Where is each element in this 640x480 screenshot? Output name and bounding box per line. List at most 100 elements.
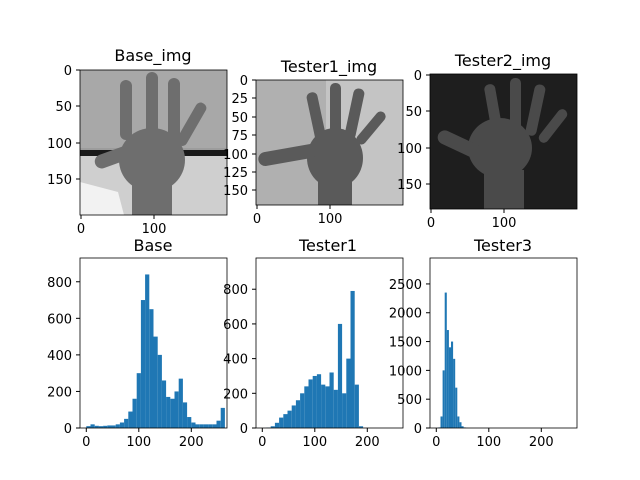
tester3-histogram-bar [459, 422, 462, 428]
base-histogram-bar [220, 407, 225, 428]
base-histogram-xtick-label: 100 [126, 435, 151, 450]
tester3-histogram-ytick-label: 2500 [389, 278, 422, 293]
base-histogram-xtick-label: 0 [82, 435, 90, 450]
tester1-histogram-frame [255, 257, 404, 429]
base-histogram-bar [145, 274, 150, 428]
base-img-title: Base_img [114, 46, 191, 66]
tester3-histogram-ytick-label: 0 [414, 422, 422, 437]
base-histogram-bar [124, 418, 129, 428]
tester1-histogram-bar [312, 375, 317, 428]
tester3-histogram-bar [461, 426, 464, 428]
base-histogram-ytick-label: 600 [47, 312, 72, 327]
tester2-img-ytick: 100 [397, 142, 422, 157]
tester1-histogram-ytick-label: 0 [240, 422, 248, 437]
base-img-ytick: 150 [47, 173, 72, 188]
tester1-histogram-xtick-label: 100 [302, 435, 327, 450]
tester2-img-panel: Tester2_img 0 50 100 150 0 100 [397, 51, 578, 231]
tester1-img-ytick: 50 [231, 111, 248, 126]
tester1-histogram-title: Tester1 [298, 236, 357, 255]
base-histogram-bar [203, 424, 209, 428]
base-histogram-bar [94, 425, 99, 428]
base-img-xtick: 100 [142, 222, 167, 237]
base-histogram-bar [119, 422, 125, 428]
tester1-img-ytick: 0 [240, 74, 248, 89]
tester1-histogram-bar [316, 374, 322, 428]
base-histogram-bar [199, 424, 204, 428]
tester1-histogram-bar [358, 426, 364, 428]
base-img-y-axis: 0 50 100 150 [47, 64, 80, 188]
tester2-img-ytick: 150 [397, 178, 422, 193]
base-histogram-title: Base [134, 236, 173, 255]
tester1-histogram-ytick-label: 200 [223, 387, 248, 402]
tester1-img-xtick: 0 [253, 212, 261, 227]
tester1-histogram-bar [346, 358, 351, 428]
tester1-img-ytick: 75 [231, 129, 248, 144]
base-histogram-bar [103, 425, 108, 428]
base-histogram-bar [174, 391, 179, 428]
base-histogram-bar [128, 411, 133, 428]
tester1-histogram-bar [283, 414, 288, 428]
base-img-paper [80, 182, 124, 215]
base-histogram-bar [208, 424, 213, 428]
base-histogram-ytick-label: 200 [47, 385, 72, 400]
base-histogram-ytick-label: 0 [64, 422, 72, 437]
tester1-img-hand [258, 83, 386, 205]
tester2-img-x-axis: 0 100 [427, 209, 516, 231]
tester3-histogram-frame [429, 257, 578, 429]
tester1-histogram-xtick-label: 0 [258, 435, 266, 450]
tester3-histogram-bar [444, 292, 447, 428]
tester1-histogram-ytick-label: 800 [223, 283, 248, 298]
base-img-xtick: 0 [77, 222, 85, 237]
tester1-img-y-axis: 0 25 50 75 100 125 150 [223, 74, 256, 199]
tester3-histogram-xtick-label: 0 [432, 435, 440, 450]
base-histogram-bar [86, 426, 91, 428]
tester1-img-ytick: 100 [223, 148, 248, 163]
tester1-histogram-bar [295, 400, 301, 428]
base-histogram-bar [153, 336, 158, 428]
tester3-histogram-bar [455, 387, 458, 428]
base-img-ytick: 100 [47, 137, 72, 152]
base-histogram-bar [98, 426, 104, 428]
tester2-img-ytick: 0 [414, 69, 422, 84]
tester3-histogram-bar [451, 341, 454, 428]
base-histogram-bar [107, 425, 112, 428]
tester1-img-ytick: 25 [231, 92, 248, 107]
base-histogram-bar [212, 424, 217, 428]
tester1-histogram-bar [321, 384, 326, 428]
base-histogram-bar [182, 402, 188, 428]
tester1-img-title: Tester1_img [280, 57, 377, 77]
tester1-histogram-bar [350, 290, 355, 428]
base-img-x-axis: 0 100 [77, 215, 167, 237]
base-histogram-bar [178, 378, 183, 428]
tester2-img-xtick: 0 [427, 216, 435, 231]
tester1-histogram-bar [300, 393, 305, 428]
tester2-img-ytick: 50 [405, 105, 422, 120]
tester1-img-xtick: 100 [318, 212, 343, 227]
base-histogram-xtick-label: 200 [179, 435, 204, 450]
tester1-histogram-bar [270, 426, 275, 428]
base-img-ytick: 0 [64, 64, 72, 79]
base-histogram-bar [187, 417, 192, 428]
tester1-histogram-bar [354, 384, 359, 428]
tester1-img-panel: Tester1_img 0 25 50 75 100 125 150 [223, 57, 404, 227]
tester3-histogram-ytick-label: 1500 [389, 336, 422, 351]
base-img-panel: Base_img 0 50 100 150 0 100 [47, 46, 228, 237]
base-histogram-bar [191, 422, 196, 428]
base-histogram-bar [170, 398, 175, 428]
base-histogram-ytick-label: 400 [47, 349, 72, 364]
tester1-histogram-bar [333, 389, 338, 428]
tester1-histogram-bar [291, 405, 296, 428]
base-histogram-bar [149, 309, 154, 428]
tester1-histogram-bar [274, 422, 280, 428]
tester1-histogram-bar [308, 379, 313, 428]
tester1-histogram-bar [304, 386, 309, 428]
tester1-histogram-bar [329, 372, 334, 428]
base-histogram-bar [166, 396, 171, 428]
tester1-histogram-xtick-label: 200 [355, 435, 380, 450]
tester3-histogram-bar [457, 416, 460, 428]
tester1-img-ytick: 150 [223, 184, 248, 199]
tester2-img-title: Tester2_img [454, 51, 551, 71]
base-histogram-bar [140, 300, 146, 428]
